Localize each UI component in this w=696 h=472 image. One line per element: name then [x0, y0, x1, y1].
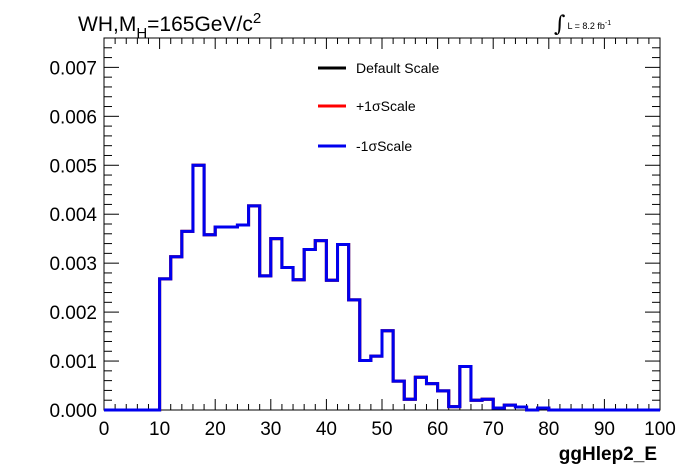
- luminosity-text: L = 8.2 fb: [567, 21, 605, 31]
- legend-label: +1σScale: [356, 98, 416, 114]
- legend-label: Default Scale: [356, 60, 439, 76]
- series-layer: [104, 163, 660, 412]
- x-tick-label: 50: [371, 419, 392, 440]
- series-line-1: [104, 163, 660, 412]
- x-tick-label: 90: [594, 419, 615, 440]
- y-tick-label: 0.002: [49, 303, 97, 324]
- legend-label: -1σScale: [356, 138, 412, 154]
- integral-icon: ∫: [554, 12, 566, 37]
- title-subscript: H: [136, 25, 148, 42]
- x-tick-label: 10: [149, 419, 170, 440]
- y-tick-label: 0.001: [49, 352, 97, 373]
- y-tick-label: 0.006: [49, 107, 97, 128]
- x-tick-label: 40: [316, 419, 337, 440]
- luminosity-superscript: -1: [604, 20, 612, 27]
- luminosity-label: ∫ L = 8.2 fb-1: [554, 10, 612, 37]
- y-tick-label: 0.005: [49, 156, 97, 177]
- title-prefix: WH,M: [78, 13, 137, 36]
- x-tick-label: 20: [205, 419, 226, 440]
- legend: Default Scale +1σScale -1σScale: [318, 60, 439, 154]
- x-tick-label: 30: [260, 419, 281, 440]
- title-superscript: 2: [252, 10, 262, 27]
- y-tick-label: 0.007: [49, 58, 97, 79]
- x-tick-label: 80: [538, 419, 559, 440]
- x-axis-label: ggHlep2_E: [559, 444, 657, 465]
- x-tick-label: 70: [483, 419, 504, 440]
- y-tick-label: 0.000: [49, 401, 97, 422]
- chart-title: WH,MH=165GeV/c2: [78, 10, 261, 42]
- y-tick-label: 0.004: [49, 205, 97, 226]
- series-line-0: [104, 163, 660, 412]
- x-tick-label: 100: [644, 419, 676, 440]
- x-tick-label: 60: [427, 419, 448, 440]
- title-main: =165GeV/c: [147, 13, 253, 36]
- x-tick-label: 0: [99, 419, 110, 440]
- axes: 0 10 20 30 40 50 60 70 80 90 100 0.000 0.001 0.002 0.0…: [49, 37, 676, 440]
- y-tick-label: 0.003: [49, 254, 97, 275]
- series-line-2: [104, 163, 660, 412]
